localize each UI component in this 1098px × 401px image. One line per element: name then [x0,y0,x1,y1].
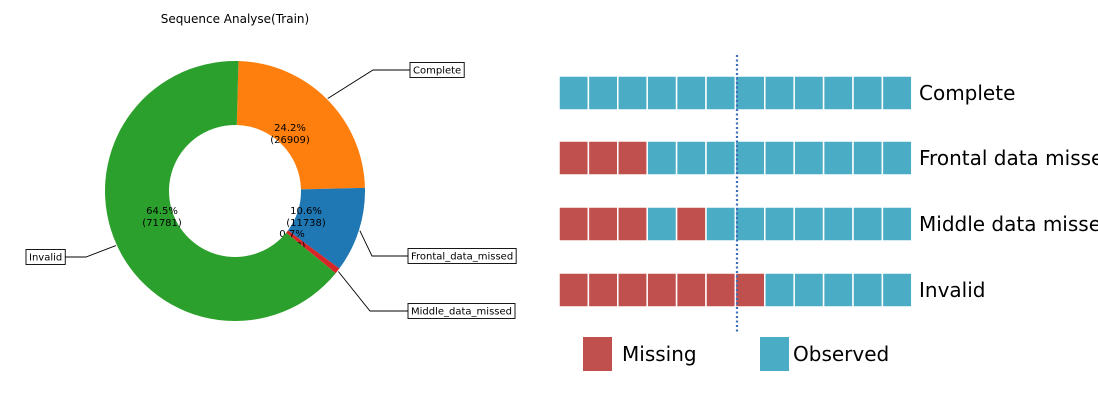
missing-cell [617,140,648,176]
slice-name-label-middle-data-missed: Middle_data_missed [411,307,512,318]
slice-count-label: (11738) [286,218,326,229]
observed-cell [881,206,913,242]
observed-cell [558,75,590,111]
observed-cell [822,140,854,176]
observed-cell [881,272,913,308]
donut-slice-frontal-data-missed [287,187,366,269]
missing-cell [587,272,619,308]
slice-count-label: (26909) [270,135,310,146]
donut-slice-invalid [105,61,336,321]
legend-label-missing: Missing [622,342,697,366]
observed-cell [793,206,825,242]
slice-label-box [407,303,516,319]
donut-chart: 24.2%(26909) Complete 10.6%(11738) Frontal_… [25,61,517,321]
missing-cell [558,140,590,176]
row-label: Invalid [919,278,985,302]
observed-cell [852,272,884,308]
observed-cell [764,140,795,176]
missing-cell [617,206,648,242]
slice-name-label-invalid: Invalid [29,253,62,264]
observed-cell [852,75,884,111]
sequence-row-frontal-data-missed: Frontal data missed [558,140,1098,176]
observed-cell [764,272,795,308]
missing-cell [587,140,619,176]
observed-cell [734,206,766,242]
observed-cell [764,75,795,111]
observed-cell [793,272,825,308]
slice-label-box [407,248,517,264]
missing-cell [587,206,619,242]
row-label: Complete [919,81,1015,105]
sequence-diagram: Complete Frontal data missed Middle data m… [558,55,1098,371]
observed-cell [852,206,884,242]
donut-slice-complete [236,61,365,190]
observed-cell [617,75,648,111]
sequence-row-middle-data-missed: Middle data missed [558,206,1098,242]
missing-cell [558,272,590,308]
legend-swatch-observed [760,337,789,371]
missing-cell [705,272,737,308]
observed-cell [793,140,825,176]
donut-title: Sequence Analyse(Train) [161,12,309,26]
leader-line [327,69,410,99]
observed-cell [675,75,707,111]
observed-cell [852,140,884,176]
observed-cell [764,206,795,242]
observed-cell [734,75,766,111]
missing-cell [675,272,707,308]
slice-name-label-complete: Complete [413,66,461,77]
observed-cell [822,75,854,111]
observed-cell [646,206,678,242]
observed-cell [675,140,707,176]
observed-cell [793,75,825,111]
missing-cell [558,206,590,242]
sequence-row-complete: Complete [558,75,1015,111]
observed-cell [822,272,854,308]
observed-cell [705,206,737,242]
slice-percent-label: 64.5% [146,206,178,217]
observed-cell [822,206,854,242]
observed-cell [587,75,619,111]
slice-label-box [409,62,465,78]
observed-cell [734,140,766,176]
leader-line [359,230,408,257]
slice-percent-label: 10.6% [290,206,322,217]
donut-slice-middle-data-missed [286,230,340,274]
observed-cell [646,75,678,111]
observed-cell [705,140,737,176]
observed-cell [881,140,913,176]
missing-cell [734,272,766,308]
missing-cell [617,272,648,308]
observed-cell [646,140,678,176]
slice-percent-label: 24.2% [274,123,306,134]
observed-cell [705,75,737,111]
row-label: Middle data missed [919,212,1098,236]
leader-line [338,271,408,312]
missing-cell [646,272,678,308]
missing-cell [675,206,707,242]
slice-percent-label: 0.7% [279,229,304,240]
slice-name-label-frontal-data-missed: Frontal_data_missed [411,252,513,263]
sequence-row-invalid: Invalid [558,272,985,308]
observed-cell [881,75,913,111]
row-label: Frontal data missed [919,146,1098,170]
diagram-legend: Missing Observed [583,337,889,371]
legend-swatch-missing [583,337,612,371]
slice-label-box [25,249,66,265]
legend-label-observed: Observed [793,342,889,366]
slice-count-label: (71781) [142,218,182,229]
